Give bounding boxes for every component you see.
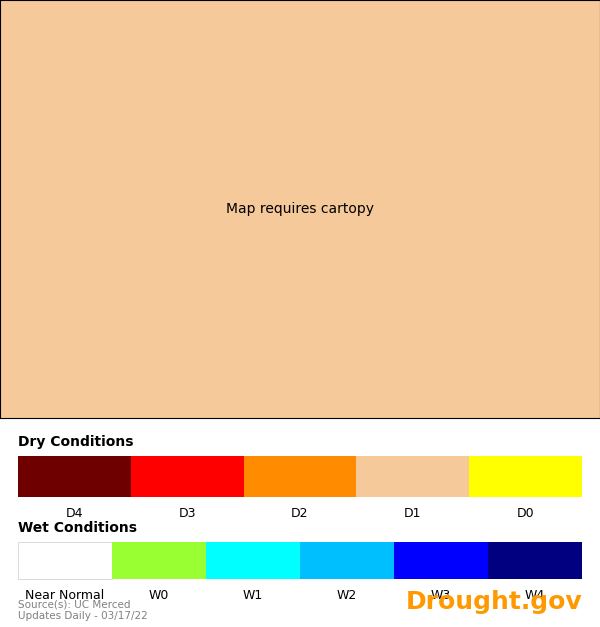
FancyBboxPatch shape	[300, 542, 394, 579]
FancyBboxPatch shape	[18, 542, 112, 579]
Text: W0: W0	[149, 589, 169, 603]
Text: D1: D1	[404, 507, 422, 520]
Text: W3: W3	[431, 589, 451, 603]
FancyBboxPatch shape	[244, 456, 356, 497]
FancyBboxPatch shape	[356, 456, 469, 497]
Text: Dry Conditions: Dry Conditions	[18, 435, 133, 449]
Text: Drought.gov: Drought.gov	[406, 590, 582, 614]
Text: Map requires cartopy: Map requires cartopy	[226, 203, 374, 216]
Text: Wet Conditions: Wet Conditions	[18, 522, 137, 535]
FancyBboxPatch shape	[131, 456, 244, 497]
Text: D0: D0	[517, 507, 535, 520]
Text: W2: W2	[337, 589, 357, 603]
FancyBboxPatch shape	[18, 456, 131, 497]
Text: Source(s): UC Merced
Updates Daily - 03/17/22: Source(s): UC Merced Updates Daily - 03/…	[18, 600, 148, 621]
FancyBboxPatch shape	[112, 542, 206, 579]
Text: Near Normal: Near Normal	[25, 589, 104, 603]
FancyBboxPatch shape	[206, 542, 300, 579]
Text: D4: D4	[65, 507, 83, 520]
Text: D3: D3	[178, 507, 196, 520]
FancyBboxPatch shape	[488, 542, 582, 579]
Text: W1: W1	[243, 589, 263, 603]
FancyBboxPatch shape	[469, 456, 582, 497]
Text: W4: W4	[525, 589, 545, 603]
FancyBboxPatch shape	[394, 542, 488, 579]
Text: D2: D2	[291, 507, 309, 520]
